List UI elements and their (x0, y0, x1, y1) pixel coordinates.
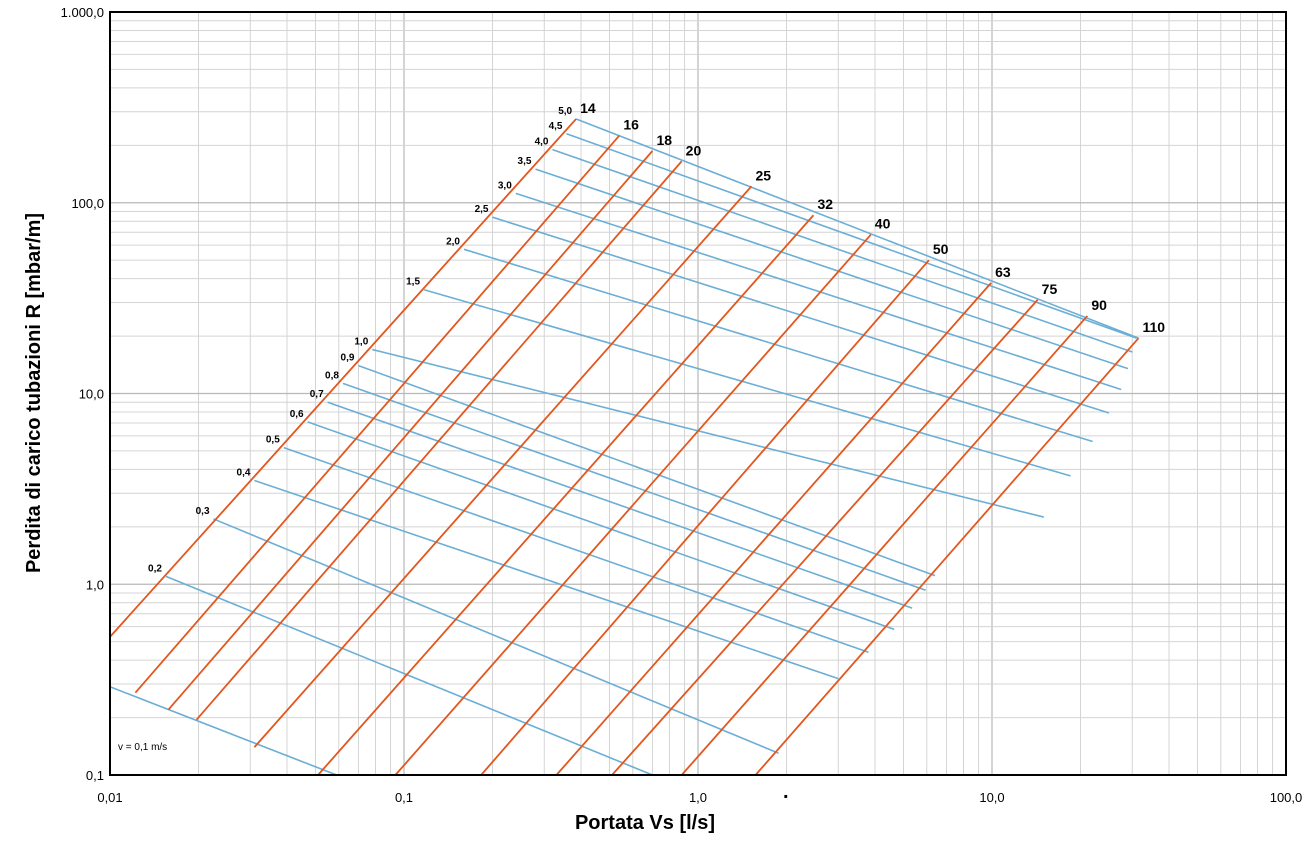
velocity-line-0-6 (307, 421, 895, 631)
diameter-label-32: 32 (817, 196, 833, 212)
velocity-label-3-5: 3,5 (518, 156, 532, 167)
diameter-line-14 (109, 118, 577, 638)
diameter-label-90: 90 (1091, 297, 1107, 313)
diameter-label-50: 50 (933, 241, 949, 257)
velocity-label-2-5: 2,5 (475, 204, 489, 215)
diameter-label-20: 20 (686, 142, 702, 158)
diameter-lines (109, 118, 1140, 776)
velocity-label-4-5: 4,5 (549, 121, 563, 132)
velocity-label-2-0: 2,0 (446, 236, 460, 247)
velocity-line-0-7 (327, 401, 913, 609)
velocity-label-0-8: 0,8 (325, 370, 339, 381)
diameter-line-50 (480, 259, 930, 776)
diameter-label-14: 14 (580, 100, 596, 116)
diameter-line-32 (317, 214, 815, 776)
diameter-line-40 (394, 234, 872, 776)
diameter-label-110: 110 (1143, 319, 1166, 335)
velocity-line-1-5 (423, 288, 1071, 477)
x-tick-label: 1,0 (689, 790, 707, 805)
diameter-label-25: 25 (755, 167, 771, 183)
velocity-line-0-1 (109, 686, 337, 776)
velocity-label-0-2: 0,2 (148, 563, 162, 574)
diameter-line-18 (167, 150, 654, 711)
x-tick-label: 0,01 (97, 790, 122, 805)
velocity-line-0-5 (283, 446, 869, 654)
velocity-line-1-0 (372, 348, 1044, 518)
x-tick-label: 100,0 (1270, 790, 1303, 805)
diameter-line-20 (195, 160, 683, 721)
series-labels: 0,2 0,3 0,4 0,5 0,6 0,70,80,9 1,0 1,5 2,0 2,5 3,0 3… (148, 100, 1165, 574)
velocity-label-0-6: 0,6 (290, 409, 304, 420)
velocity-line-0-8 (342, 382, 926, 592)
velocity-line-0-2 (165, 575, 653, 776)
diameter-label-18: 18 (656, 132, 672, 148)
y-tick-label: 1.000,0 (61, 5, 104, 20)
velocity-label-0-3: 0,3 (196, 506, 210, 517)
velocity-label-0-7: 0,7 (310, 389, 324, 400)
diameter-label-75: 75 (1042, 281, 1058, 297)
diameter-line-110 (754, 337, 1140, 776)
x-tick-label: 0,1 (395, 790, 413, 805)
y-tick-label: 0,1 (86, 768, 104, 783)
velocity-label-4-0: 4,0 (535, 137, 549, 148)
velocity-line-3-5 (535, 168, 1129, 370)
velocity-label-5-0: 5,0 (558, 106, 572, 117)
y-tick-label: 1,0 (86, 577, 104, 592)
x-axis-title: Portata Vs [l/s] (575, 812, 715, 834)
x-tick-label: 10,0 (979, 790, 1004, 805)
velocity-label-1-0: 1,0 (354, 337, 368, 348)
plot-frame (109, 11, 1287, 776)
diameter-line-16 (134, 134, 621, 694)
tick-labels: 0,01 0,1 1,0 10,0 100,0 0,1 1,0 10,0 100,0 1.000,… (61, 5, 1303, 805)
velocity-label-3-0: 3,0 (498, 180, 512, 191)
velocity-label-0-9: 0,9 (341, 353, 355, 364)
velocity-label-0-4: 0,4 (237, 467, 251, 478)
velocity-label-0-5: 0,5 (266, 435, 280, 446)
velocity-line-2-0 (463, 248, 1093, 443)
diameter-line-25 (253, 185, 753, 748)
velocity-line-0-9 (358, 364, 936, 577)
diameter-label-63: 63 (995, 264, 1011, 280)
grid (109, 11, 1287, 776)
y-tick-label: 100,0 (71, 196, 104, 211)
velocity-lines (109, 118, 1139, 776)
diameter-line-63 (555, 282, 992, 776)
velocity-line-5-0 (575, 118, 1139, 339)
velocity-line-4-5 (566, 132, 1137, 339)
velocity-line-0-3 (213, 518, 779, 755)
velocity-line-4-0 (552, 148, 1133, 353)
diameter-label-16: 16 (623, 117, 639, 133)
y-axis-title: Perdita di carico tubazioni R [mbar/m] (23, 213, 45, 573)
velocity-note: v = 0,1 m/s (118, 742, 167, 753)
diameter-label-40: 40 (875, 216, 891, 232)
diameter-line-90 (681, 315, 1089, 776)
velocity-label-1-5: 1,5 (406, 277, 420, 288)
footnote-mark: . (783, 781, 789, 803)
velocity-line-0-4 (254, 479, 839, 680)
y-tick-label: 10,0 (79, 387, 104, 402)
diameter-line-75 (611, 299, 1039, 776)
velocity-line-3-0 (515, 192, 1122, 391)
